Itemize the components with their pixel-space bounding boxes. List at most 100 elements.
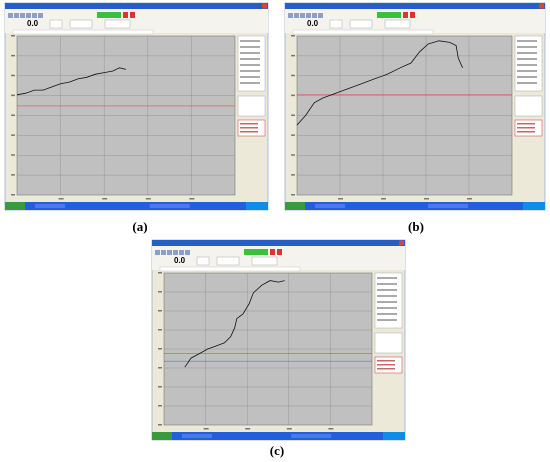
tab-strip (12, 29, 154, 35)
side-row (377, 319, 397, 321)
field (384, 19, 411, 29)
axis-tick (158, 405, 162, 407)
axis-tick (11, 114, 15, 116)
axis-tick (381, 198, 386, 200)
side-panel (237, 35, 266, 92)
side-row (517, 46, 537, 48)
axis-tick (158, 291, 162, 293)
side-row (377, 295, 397, 297)
side-row (517, 82, 537, 84)
field (104, 19, 131, 29)
caption: (b) (408, 219, 424, 234)
axis-tick (291, 54, 295, 57)
side-panel (374, 272, 403, 329)
axis-tick (11, 174, 15, 176)
screenshot: 0.0 (151, 239, 406, 441)
start-menu (5, 202, 25, 210)
axis-tick (145, 198, 151, 200)
side-row (517, 52, 537, 54)
axis-tick (291, 154, 295, 156)
axis-tick (158, 310, 162, 312)
tool-icon (32, 13, 37, 18)
start-menu (152, 432, 172, 440)
task-item (35, 204, 65, 208)
axis-tick (11, 194, 15, 196)
tray (383, 432, 405, 440)
axis-tick (102, 198, 108, 200)
side-row (517, 123, 535, 125)
taskbar (5, 202, 268, 210)
axis-tick (286, 428, 292, 430)
tab-strip (292, 29, 434, 35)
axis-tick (291, 134, 295, 136)
tool-icon (173, 250, 178, 255)
tool-icon (312, 13, 317, 18)
start-menu (285, 202, 305, 210)
start-button[interactable] (244, 249, 268, 255)
axis-tick (203, 428, 209, 430)
title-bar (5, 3, 268, 9)
tool-icon (294, 13, 299, 18)
side-row (517, 127, 535, 129)
side-row (240, 40, 260, 42)
side-row (240, 76, 260, 78)
side-row (517, 70, 537, 72)
tool-icon (155, 250, 160, 255)
trace (184, 280, 285, 368)
side-panel (514, 35, 543, 92)
close-button (262, 3, 267, 9)
caption: (c) (270, 443, 284, 458)
side-row (240, 46, 260, 48)
task-item (291, 434, 332, 438)
screenshot: 0.0 (4, 2, 269, 211)
stop-button (277, 249, 282, 255)
axis-tick (328, 428, 334, 430)
stop-button (410, 12, 415, 18)
stop-button (130, 12, 135, 18)
side-panel (237, 95, 266, 117)
trace (296, 40, 463, 126)
tool-icon (20, 13, 25, 18)
trace (16, 67, 127, 96)
side-row (377, 289, 397, 291)
screenshot: 0.0 (284, 2, 546, 211)
axis-tick (291, 114, 295, 116)
tool-icon (26, 13, 31, 18)
side-row (240, 52, 260, 54)
tool-icon (167, 250, 172, 255)
field (216, 256, 240, 266)
task-item (149, 204, 190, 208)
start-button[interactable] (377, 12, 401, 18)
side-row (377, 364, 395, 366)
side-row (377, 283, 397, 285)
close-button (399, 240, 404, 246)
axis-tick (11, 54, 15, 57)
stop-button (270, 249, 275, 255)
axis-tick (158, 329, 162, 331)
axis-tick (291, 35, 295, 37)
side-row (377, 368, 395, 370)
readout: 0.0 (174, 256, 186, 265)
axis-tick (291, 194, 295, 196)
axis-tick (11, 94, 15, 97)
tool-icon (185, 250, 190, 255)
tool-icon (8, 13, 13, 18)
task-item (428, 204, 468, 208)
side-row (240, 82, 260, 84)
side-panel (374, 332, 403, 354)
axis-tick (291, 74, 295, 77)
side-row (377, 307, 397, 309)
side-row (377, 360, 395, 362)
title-bar (285, 3, 545, 9)
readout: 0.0 (27, 19, 39, 28)
axis-tick (58, 198, 64, 200)
axis-tick (11, 134, 15, 136)
side-row (517, 58, 537, 60)
task-item (182, 434, 212, 438)
tool-icon (161, 250, 166, 255)
side-row (240, 58, 260, 60)
start-button[interactable] (97, 12, 121, 18)
axis-tick (158, 386, 162, 388)
